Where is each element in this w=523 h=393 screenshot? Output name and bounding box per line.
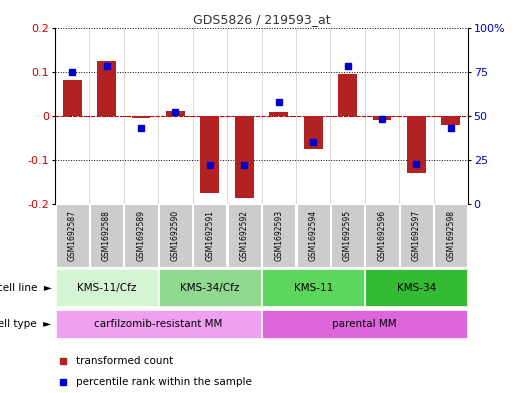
Text: transformed count: transformed count <box>75 356 173 365</box>
Text: cell type  ►: cell type ► <box>0 319 51 329</box>
Bar <box>55 310 261 338</box>
Text: GSM1692589: GSM1692589 <box>137 210 145 261</box>
Text: carfilzomib-resistant MM: carfilzomib-resistant MM <box>94 319 222 329</box>
Text: GSM1692594: GSM1692594 <box>309 210 317 261</box>
Text: KMS-34/Cfz: KMS-34/Cfz <box>180 283 240 293</box>
Bar <box>228 204 261 267</box>
Bar <box>166 111 185 116</box>
Bar <box>159 204 192 267</box>
Text: KMS-11: KMS-11 <box>293 283 333 293</box>
Text: GSM1692597: GSM1692597 <box>412 210 421 261</box>
Bar <box>269 112 288 116</box>
Text: cell line  ►: cell line ► <box>0 283 51 293</box>
Text: percentile rank within the sample: percentile rank within the sample <box>75 377 252 387</box>
Text: GSM1692595: GSM1692595 <box>343 210 352 261</box>
Bar <box>131 116 151 118</box>
Bar <box>63 80 82 116</box>
Text: GSM1692588: GSM1692588 <box>102 210 111 261</box>
Bar <box>97 61 116 116</box>
Bar <box>200 116 219 193</box>
Bar <box>331 204 364 267</box>
Bar <box>366 204 399 267</box>
Text: GSM1692591: GSM1692591 <box>206 210 214 261</box>
Text: GSM1692598: GSM1692598 <box>446 210 456 261</box>
Bar <box>159 269 261 307</box>
Bar <box>407 116 426 173</box>
Text: GSM1692590: GSM1692590 <box>171 210 180 261</box>
Text: KMS-11/Cfz: KMS-11/Cfz <box>77 283 137 293</box>
Bar <box>262 269 364 307</box>
Text: KMS-34: KMS-34 <box>397 283 436 293</box>
Bar <box>434 204 468 267</box>
Bar <box>304 116 323 149</box>
Bar <box>262 204 295 267</box>
Text: GSM1692596: GSM1692596 <box>378 210 386 261</box>
Text: GSM1692587: GSM1692587 <box>67 210 77 261</box>
Bar <box>55 269 157 307</box>
Bar <box>90 204 123 267</box>
Bar <box>372 116 392 120</box>
Bar <box>366 269 468 307</box>
Bar <box>194 204 226 267</box>
Bar <box>262 310 468 338</box>
Bar <box>400 204 433 267</box>
Bar <box>297 204 329 267</box>
Text: GSM1692593: GSM1692593 <box>274 210 283 261</box>
Title: GDS5826 / 219593_at: GDS5826 / 219593_at <box>192 13 331 26</box>
Bar <box>124 204 157 267</box>
Bar <box>441 116 460 125</box>
Text: parental MM: parental MM <box>333 319 397 329</box>
Bar <box>55 204 89 267</box>
Bar <box>338 74 357 116</box>
Bar <box>235 116 254 198</box>
Text: GSM1692592: GSM1692592 <box>240 210 249 261</box>
